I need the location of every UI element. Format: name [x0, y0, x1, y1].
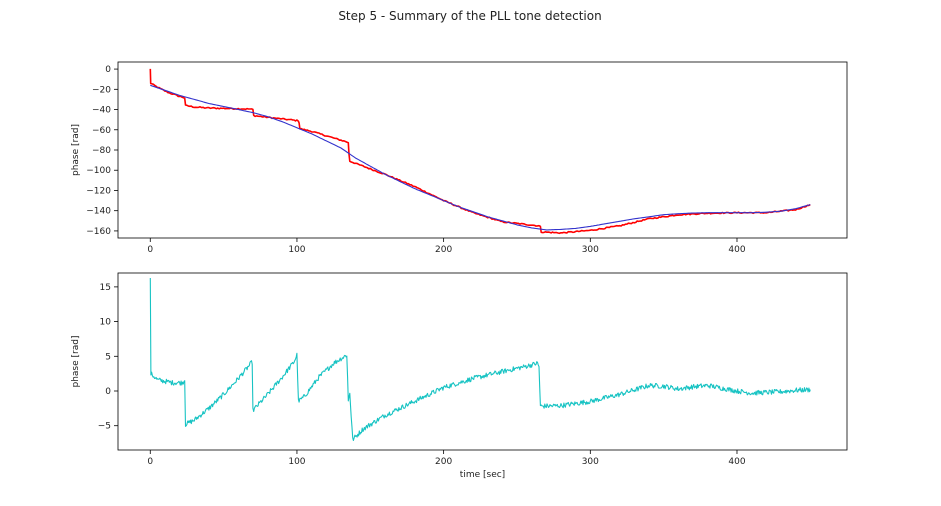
x-tick-label: 0: [147, 245, 153, 255]
y-tick: −140: [86, 207, 118, 217]
y-tick-label: −40: [92, 106, 111, 116]
x-tick: 200: [435, 450, 452, 467]
y-tick: −80: [92, 146, 118, 156]
x-tick: 100: [288, 450, 306, 467]
y-tick: 15: [100, 283, 118, 293]
x-tick: 300: [582, 238, 599, 255]
y-tick: −100: [86, 166, 118, 176]
phase-error-plot-bottom: 0 100 200 300 400 15 10 5 0 −5 phase [rad] time …: [71, 272, 848, 480]
y-tick: 0: [105, 65, 118, 75]
y-tick-label: 5: [105, 352, 111, 362]
x-tick: 0: [147, 238, 153, 255]
plot-area-top: [149, 68, 811, 235]
x-tick: 400: [728, 238, 746, 255]
series-line-0-1: [150, 84, 811, 231]
y-tick-label: 15: [100, 283, 111, 293]
y-tick-label: −140: [86, 207, 111, 217]
x-tick-label: 300: [582, 457, 599, 467]
series-line-0-0: [149, 68, 811, 235]
y-tick: 5: [105, 352, 118, 362]
y-axis-label-bottom: phase [rad]: [71, 336, 81, 388]
y-tick: −60: [92, 126, 118, 136]
y-tick-label: 10: [100, 318, 112, 328]
x-tick: 300: [582, 450, 599, 467]
x-tick-label: 300: [582, 245, 599, 255]
plot-area-bottom: [149, 277, 811, 442]
x-tick-label: 0: [147, 457, 153, 467]
y-tick-label: −80: [92, 146, 111, 156]
figure-suptitle: Step 5 - Summary of the PLL tone detecti…: [338, 9, 601, 23]
x-tick-label: 100: [288, 457, 305, 467]
x-tick-label: 100: [288, 245, 305, 255]
y-tick-label: 0: [105, 65, 111, 75]
x-tick-label: 200: [435, 457, 452, 467]
y-tick-label: −160: [86, 227, 111, 237]
y-tick: −120: [86, 186, 118, 196]
y-tick: −20: [92, 85, 118, 95]
y-tick: −160: [86, 227, 118, 237]
y-tick-label: 0: [105, 387, 111, 397]
y-tick-label: −120: [86, 186, 111, 196]
x-tick: 200: [435, 238, 452, 255]
x-tick-label: 200: [435, 245, 452, 255]
x-tick: 0: [147, 450, 153, 467]
y-tick-label: −100: [86, 166, 111, 176]
x-tick: 400: [728, 450, 746, 467]
x-axis-label-bottom: time [sec]: [460, 470, 505, 480]
x-tick-label: 400: [728, 245, 745, 255]
y-tick-label: −20: [92, 85, 111, 95]
y-axis-label-top: phase [rad]: [71, 124, 81, 176]
y-tick: 10: [100, 318, 118, 328]
x-tick: 100: [288, 238, 306, 255]
x-ticks-top: 0 100 200 300 400: [147, 238, 746, 255]
y-tick: −5: [98, 422, 118, 432]
series-line-1-0: [149, 277, 811, 442]
axes-frame-bottom: [117, 272, 848, 451]
y-tick-label: −5: [98, 422, 111, 432]
y-ticks-top: 0 −20 −40 −60 −80 −100 −120 −140 −160: [86, 65, 118, 237]
y-tick: 0: [105, 387, 118, 397]
x-ticks-bottom: 0 100 200 300 400: [147, 450, 746, 467]
y-tick: −40: [92, 106, 118, 116]
y-ticks-bottom: 15 10 5 0 −5: [98, 283, 118, 432]
phase-plot-top: 0 100 200 300 400 0 −20 −40 −60 −80 −100 −120 −140 −…: [71, 61, 848, 255]
axes-frame-top: [117, 61, 848, 239]
y-tick-label: −60: [92, 126, 111, 136]
x-tick-label: 400: [728, 457, 745, 467]
